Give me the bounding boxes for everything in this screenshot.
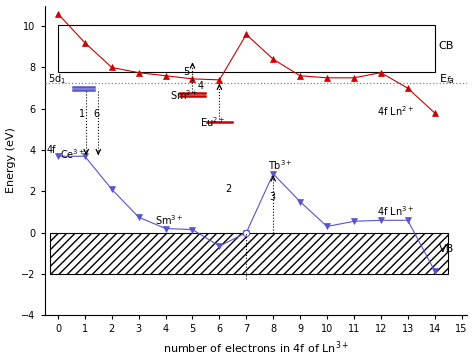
X-axis label: number of electrons in 4f of Ln$^{3+}$: number of electrons in 4f of Ln$^{3+}$ <box>163 340 349 357</box>
Text: Ce$^{3+}$: Ce$^{3+}$ <box>60 148 85 161</box>
Text: VB: VB <box>438 244 454 254</box>
Text: Sm$^{2+}$: Sm$^{2+}$ <box>170 88 198 102</box>
Text: 6: 6 <box>94 109 100 119</box>
Text: E$_{fa}$: E$_{fa}$ <box>438 72 455 86</box>
Text: Sm$^{3+}$: Sm$^{3+}$ <box>155 213 183 227</box>
Text: 4: 4 <box>198 81 204 91</box>
Text: 4f: 4f <box>46 145 56 155</box>
Text: Eu$^{2+}$: Eu$^{2+}$ <box>200 115 225 130</box>
Bar <box>58 25 435 72</box>
Bar <box>50 233 448 274</box>
Text: 3: 3 <box>269 192 275 202</box>
Y-axis label: Energy (eV): Energy (eV) <box>6 127 16 193</box>
Text: 1: 1 <box>79 109 85 119</box>
Text: Tb$^{3+}$: Tb$^{3+}$ <box>268 159 292 172</box>
Text: 5: 5 <box>183 67 189 77</box>
Text: CB: CB <box>438 41 454 51</box>
Text: 4f Ln$^{2+}$: 4f Ln$^{2+}$ <box>377 104 414 118</box>
Text: 2: 2 <box>225 185 231 194</box>
Text: 5d$_1$: 5d$_1$ <box>48 72 66 86</box>
Text: 4f Ln$^{3+}$: 4f Ln$^{3+}$ <box>377 205 414 218</box>
